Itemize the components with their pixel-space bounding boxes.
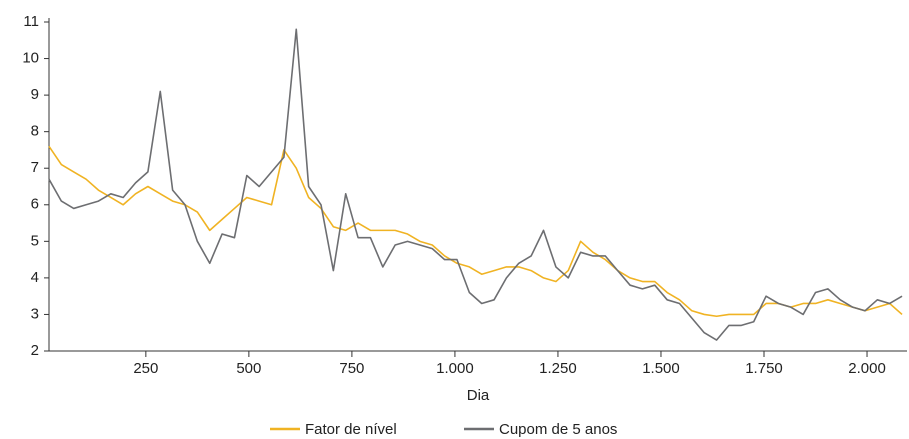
y-tick-label: 2	[31, 342, 39, 359]
x-tick-label: 750	[339, 360, 364, 377]
y-tick-label: 5	[31, 232, 39, 249]
x-tick-label: 500	[236, 360, 261, 377]
y-tick-label: 11	[23, 13, 39, 30]
x-axis-label: Dia	[467, 387, 490, 404]
legend-label: Fator de nível	[305, 421, 397, 438]
series-line	[48, 28, 903, 341]
x-tick-label: 250	[133, 360, 158, 377]
legend-label: Cupom de 5 anos	[499, 421, 617, 438]
x-tick-label: 1.000	[436, 360, 474, 377]
x-tick-label: 1.250	[539, 360, 577, 377]
x-tick-label: 1.750	[745, 360, 783, 377]
y-tick-label: 3	[31, 305, 39, 322]
series-line	[48, 145, 903, 318]
y-tick-label: 9	[31, 86, 39, 103]
y-tick-label: 10	[22, 50, 39, 67]
y-tick-label: 7	[31, 159, 39, 176]
y-tick-label: 8	[31, 123, 39, 140]
x-tick-label: 1.500	[642, 360, 680, 377]
x-tick-label: 2.000	[848, 360, 886, 377]
y-tick-label: 6	[31, 196, 39, 213]
y-tick-label: 4	[31, 269, 39, 286]
